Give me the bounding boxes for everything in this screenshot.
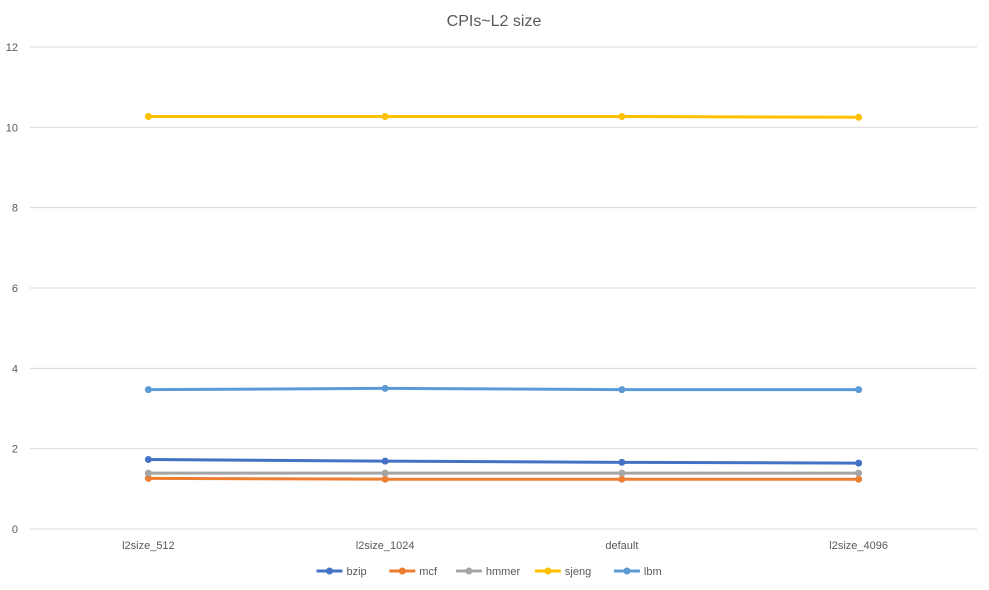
y-tick-label: 12: [6, 42, 18, 54]
series-line: [146, 114, 861, 119]
data-point: [855, 459, 863, 467]
data-point: [144, 456, 152, 464]
legend-label: lbm: [644, 566, 662, 578]
legend-label: hmmer: [486, 566, 521, 578]
legend-item: sjeng: [534, 566, 591, 578]
x-tick-label: l2size_1024: [356, 540, 415, 552]
data-point: [855, 469, 863, 477]
data-point: [144, 469, 152, 477]
legend-item: hmmer: [455, 566, 521, 578]
y-tick-label: 0: [12, 524, 18, 536]
series-line: [146, 458, 861, 465]
series-sjeng: [144, 112, 863, 121]
series-lines: [144, 112, 863, 483]
data-point: [618, 386, 626, 394]
data-point: [618, 469, 626, 477]
data-point: [144, 386, 152, 394]
data-point: [618, 475, 626, 483]
legend-item: mcf: [389, 566, 438, 578]
legend-marker: [465, 567, 473, 575]
y-tick-label: 2: [12, 444, 18, 456]
legend-label: bzip: [347, 566, 367, 578]
data-point: [855, 475, 863, 483]
data-point: [381, 112, 389, 120]
legend: bzip mcf hmmer sjeng lbm: [316, 566, 662, 578]
legend-label: mcf: [419, 566, 438, 578]
legend-marker: [398, 567, 406, 575]
data-point: [381, 384, 389, 392]
legend-marker: [544, 567, 552, 575]
legend-label: sjeng: [565, 566, 591, 578]
y-tick-label: 8: [12, 203, 18, 215]
data-point: [144, 474, 152, 482]
series-mcf: [144, 474, 863, 483]
data-point: [618, 112, 626, 120]
data-point: [381, 469, 389, 477]
y-tick-label: 10: [6, 122, 18, 134]
gridlines: [30, 46, 977, 530]
series-line: [146, 476, 861, 481]
data-point: [144, 112, 152, 120]
series-line: [146, 386, 861, 392]
series-lbm: [144, 384, 863, 394]
legend-marker: [623, 567, 631, 575]
legend-marker: [326, 567, 333, 575]
x-axis-ticks: l2size_512 l2size_1024 default l2size_4096: [122, 540, 888, 552]
y-axis-ticks: 0 2 4 6 8 10 12: [6, 42, 18, 536]
legend-item: lbm: [613, 566, 662, 578]
x-tick-label: l2size_4096: [829, 540, 888, 552]
series-bzip: [144, 456, 863, 467]
x-tick-label: l2size_512: [122, 540, 175, 552]
data-point: [855, 386, 863, 394]
data-point: [381, 457, 389, 465]
data-point: [855, 113, 863, 121]
chart-title: CPIs~L2 size: [447, 13, 542, 30]
y-tick-label: 4: [12, 363, 18, 375]
data-point: [381, 475, 389, 483]
y-tick-label: 6: [12, 283, 18, 295]
legend-item: bzip: [316, 566, 367, 578]
x-tick-label: default: [605, 540, 638, 552]
series-hmmer: [144, 469, 863, 477]
data-point: [618, 458, 626, 466]
